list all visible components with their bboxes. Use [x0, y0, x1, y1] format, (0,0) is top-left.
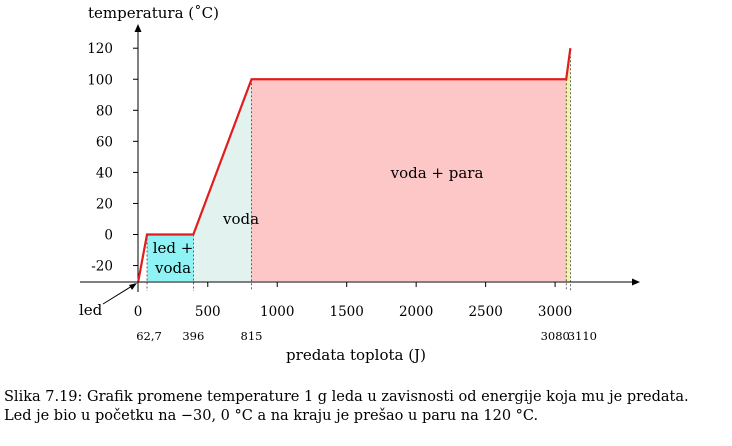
region-label-water-steam: voda + para — [390, 164, 484, 182]
x-origin-label: 0 — [134, 304, 143, 320]
region-label-ice-water-2: voda — [154, 259, 191, 277]
caption-line-1: Slika 7.19: Grafik promene temperature 1… — [4, 389, 689, 405]
ice-pointer-arrowhead — [129, 283, 137, 290]
y-axis-title: temperatura (˚C) — [88, 4, 219, 22]
region-water-steam — [251, 79, 567, 282]
region-label-ice-water-1: led + — [153, 239, 194, 257]
y-tick-label-120: 120 — [87, 41, 113, 57]
breakpoint-label-396: 396 — [182, 329, 204, 343]
breakpoint-label-3110: 3110 — [568, 329, 597, 343]
x-axis-arrow — [632, 278, 640, 286]
y-axis-arrow — [134, 24, 142, 32]
x-tick-label-3000: 3000 — [538, 304, 572, 320]
x-tick-label-1500: 1500 — [330, 304, 364, 320]
ice-label: led — [79, 301, 103, 319]
region-label-water: voda — [222, 210, 259, 228]
figure-caption: Slika 7.19: Grafik promene temperature 1… — [4, 388, 730, 426]
breakpoint-label-62-7: 62,7 — [136, 329, 162, 343]
x-axis-title: predata toplota (J) — [286, 346, 426, 364]
region-ice-water — [147, 234, 194, 282]
x-tick-label-2500: 2500 — [468, 304, 502, 320]
x-tick-label-2000: 2000 — [399, 304, 433, 320]
y-tick-label--20: -20 — [91, 259, 113, 275]
y-tick-label-40: 40 — [96, 165, 113, 181]
region-water — [193, 79, 252, 282]
y-tick-label-80: 80 — [96, 103, 113, 119]
y-tick-label-60: 60 — [96, 134, 113, 150]
ice-pointer-line — [102, 285, 133, 305]
y-tick-label-0: 0 — [104, 228, 113, 244]
heating-curve-chart: -20 0 20 40 60 80 100 120 500 1000 1500 2000 2500 300… — [79, 4, 640, 364]
heating-curve-line — [137, 48, 572, 282]
y-tick-label-100: 100 — [87, 72, 113, 88]
y-tick-label-20: 20 — [96, 196, 113, 212]
x-tick-label-500: 500 — [195, 304, 221, 320]
breakpoint-label-3080: 3080 — [541, 329, 570, 343]
region-steam — [566, 48, 571, 282]
caption-line-2: Led je bio u početku na −30, 0 °C a na k… — [4, 408, 539, 424]
breakpoint-label-815: 815 — [241, 329, 263, 343]
x-tick-label-1000: 1000 — [260, 304, 294, 320]
